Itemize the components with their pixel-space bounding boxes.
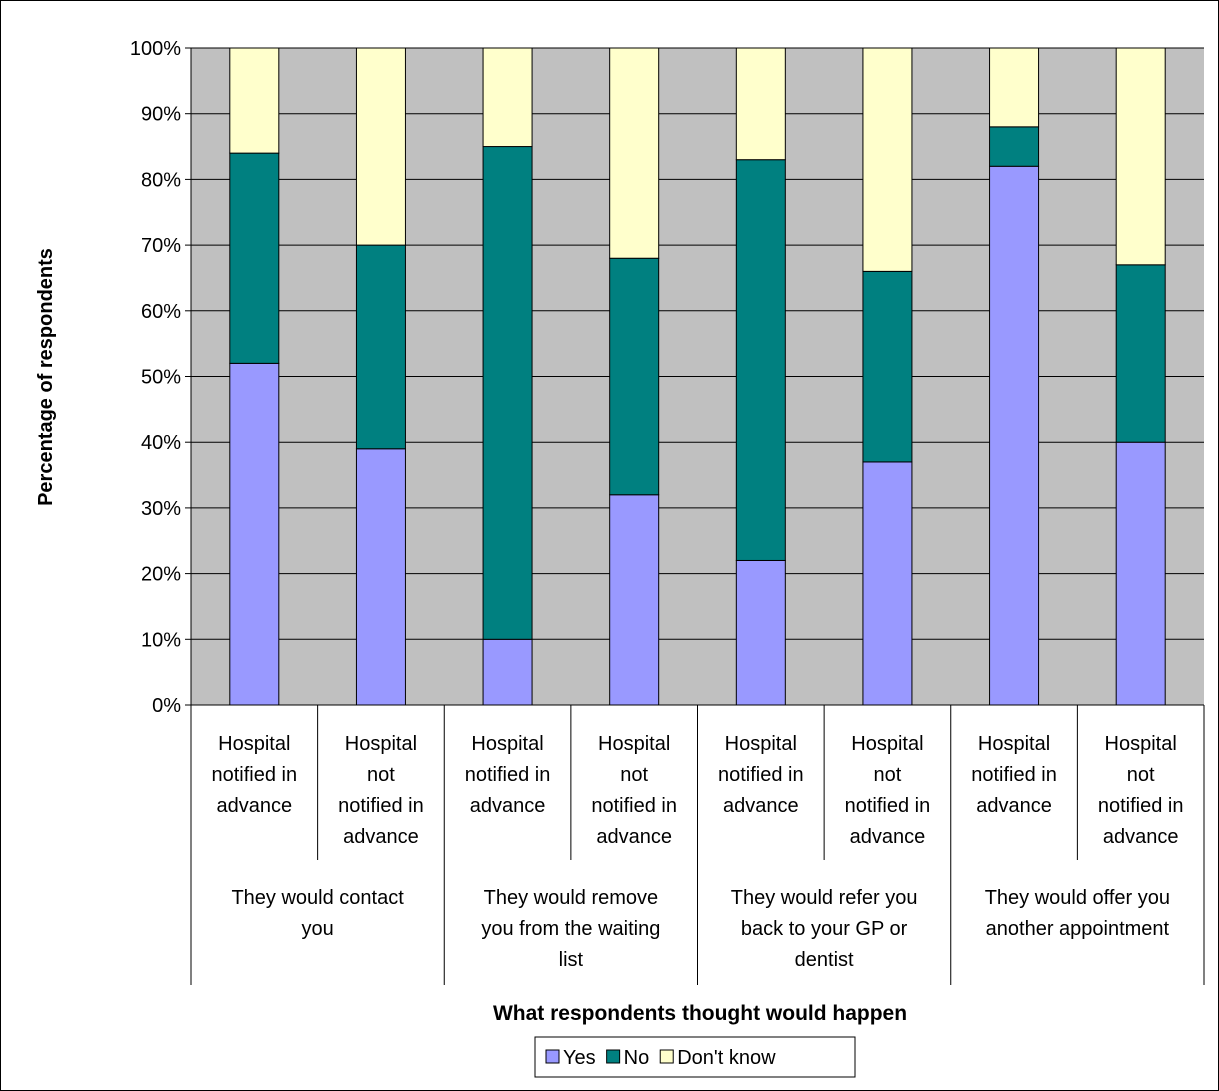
bar-yes-1 [229,362,280,706]
group-label: back to your GP or [741,918,908,940]
bar-don-t-know-3 [482,47,533,148]
bar-no-6 [862,270,913,463]
bar-don-t-know-1 [229,47,280,154]
bar-yes-4 [609,494,660,706]
y-tick-label: 50% [141,367,181,389]
category-label: Hospital [725,733,797,755]
legend-swatch [545,1049,560,1064]
bar-no-1 [229,152,280,364]
y-axis-title: Percentage of respondents [35,248,57,506]
bar-don-t-know-8 [1115,47,1166,266]
group-label: They would remove [484,887,659,909]
bar-yes-2 [355,448,406,706]
bar-no-4 [609,257,660,496]
category-label: advance [217,795,293,817]
category-label: Hospital [218,733,290,755]
category-label: Hospital [851,733,923,755]
legend-label: No [624,1047,650,1069]
category-label: notified in [971,764,1057,786]
group-label: another appointment [986,918,1170,940]
category-label: notified in [718,764,804,786]
y-tick-label: 30% [141,498,181,520]
y-tick-label: 20% [141,564,181,586]
x-axis-title: What respondents thought would happen [493,1002,907,1025]
bar-don-t-know-7 [989,47,1040,128]
plot-area [191,47,1204,706]
y-tick-label: 70% [141,235,181,257]
axes: 0% 10% 20% 30% 40% 50% 60% 70% 80% 90% 100% Hospita… [130,38,1205,985]
category-label: Hospital [598,733,670,755]
category-label: advance [850,826,926,848]
category-label: notified in [465,764,551,786]
legend: Yes No Don't know [534,1036,856,1078]
group-label: They would contact [231,887,404,909]
group-label: you from the waiting [481,918,660,940]
legend-label: Don't know [677,1047,776,1069]
category-label: notified in [212,764,298,786]
category-label: not [874,764,902,786]
category-label: notified in [845,795,931,817]
legend-box [534,1036,856,1078]
bar-no-3 [482,146,533,640]
y-tick-label: 40% [141,432,181,454]
bar-no-2 [355,244,406,450]
y-tick-label: 0% [152,695,181,717]
bar-yes-3 [482,638,533,706]
y-tick-label: 60% [141,301,181,323]
category-label: advance [470,795,546,817]
group-label: They would offer you [985,887,1170,909]
bar-yes-7 [989,165,1040,706]
bar-no-5 [735,159,786,561]
category-label: advance [723,795,799,817]
bar-no-8 [1115,264,1166,443]
bar-yes-8 [1115,441,1166,706]
bar-no-7 [989,126,1040,167]
bar-don-t-know-4 [609,47,660,259]
group-label: They would refer you [731,887,918,909]
bar-yes-6 [862,461,913,706]
legend-swatch [659,1049,674,1064]
category-label: advance [976,795,1052,817]
category-label: Hospital [978,733,1050,755]
y-tick-label: 10% [141,629,181,651]
category-label: not [620,764,648,786]
category-label: Hospital [471,733,543,755]
y-tick-label: 80% [141,169,181,191]
y-tick-label: 100% [130,38,181,60]
group-label: you [302,918,334,940]
y-tick-label: 90% [141,104,181,126]
bar-don-t-know-6 [862,47,913,272]
category-label: advance [1103,826,1179,848]
category-label: notified in [591,795,677,817]
category-label: Hospital [1105,733,1177,755]
category-label: notified in [1098,795,1184,817]
group-label: list [559,949,584,971]
category-label: Hospital [345,733,417,755]
group-label: dentist [795,949,854,971]
category-label: advance [596,826,672,848]
bar-don-t-know-5 [735,47,786,161]
bar-don-t-know-2 [355,47,406,246]
legend-label: Yes [563,1047,596,1069]
category-label: not [1127,764,1155,786]
category-label: notified in [338,795,424,817]
category-label: advance [343,826,419,848]
legend-swatch [606,1049,621,1064]
bar-yes-5 [735,559,786,706]
category-label: not [367,764,395,786]
